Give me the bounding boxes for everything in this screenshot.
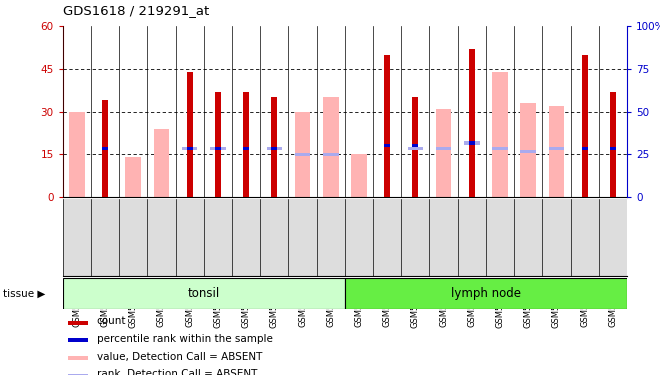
Bar	[69, 356, 88, 360]
Bar	[295, 112, 310, 197]
Text: rank, Detection Call = ABSENT: rank, Detection Call = ABSENT	[96, 369, 257, 375]
Bar	[412, 144, 418, 147]
Bar	[182, 147, 197, 150]
Bar	[464, 141, 480, 144]
Bar	[469, 49, 475, 197]
Bar	[384, 55, 390, 197]
Bar	[102, 147, 108, 150]
Bar	[63, 278, 345, 309]
Bar	[243, 147, 249, 150]
Bar	[610, 92, 616, 197]
Bar	[187, 72, 193, 197]
Bar	[271, 147, 277, 150]
Bar	[521, 150, 536, 153]
Bar	[69, 112, 84, 197]
Text: value, Detection Call = ABSENT: value, Detection Call = ABSENT	[96, 351, 262, 361]
Bar	[69, 321, 88, 325]
Bar	[436, 109, 451, 197]
Bar	[436, 147, 451, 150]
Bar	[521, 103, 536, 197]
Bar	[69, 374, 88, 375]
Text: percentile rank within the sample: percentile rank within the sample	[96, 334, 273, 344]
Text: tissue ▶: tissue ▶	[3, 288, 46, 298]
Bar	[267, 147, 282, 150]
Bar	[581, 55, 588, 197]
Bar	[345, 278, 627, 309]
Bar	[492, 72, 508, 197]
Bar	[295, 153, 310, 156]
Bar	[323, 98, 339, 197]
Bar	[323, 153, 339, 156]
Text: count: count	[96, 316, 126, 326]
Bar	[351, 154, 367, 197]
Bar	[412, 98, 418, 197]
Text: lymph node: lymph node	[451, 287, 521, 300]
Bar	[384, 144, 390, 147]
Bar	[492, 147, 508, 150]
Bar	[69, 339, 88, 342]
Bar	[469, 141, 475, 144]
Bar	[214, 147, 221, 150]
Bar	[214, 92, 221, 197]
Bar	[271, 98, 277, 197]
Bar	[125, 157, 141, 197]
Bar	[548, 106, 564, 197]
Text: tonsil: tonsil	[187, 287, 220, 300]
Bar	[210, 147, 226, 150]
Bar	[548, 147, 564, 150]
Bar	[408, 147, 423, 150]
Text: GDS1618 / 219291_at: GDS1618 / 219291_at	[63, 4, 209, 17]
Bar	[243, 92, 249, 197]
Bar	[102, 100, 108, 197]
Bar	[581, 147, 588, 150]
Bar	[187, 147, 193, 150]
Bar	[610, 147, 616, 150]
Bar	[154, 129, 169, 197]
